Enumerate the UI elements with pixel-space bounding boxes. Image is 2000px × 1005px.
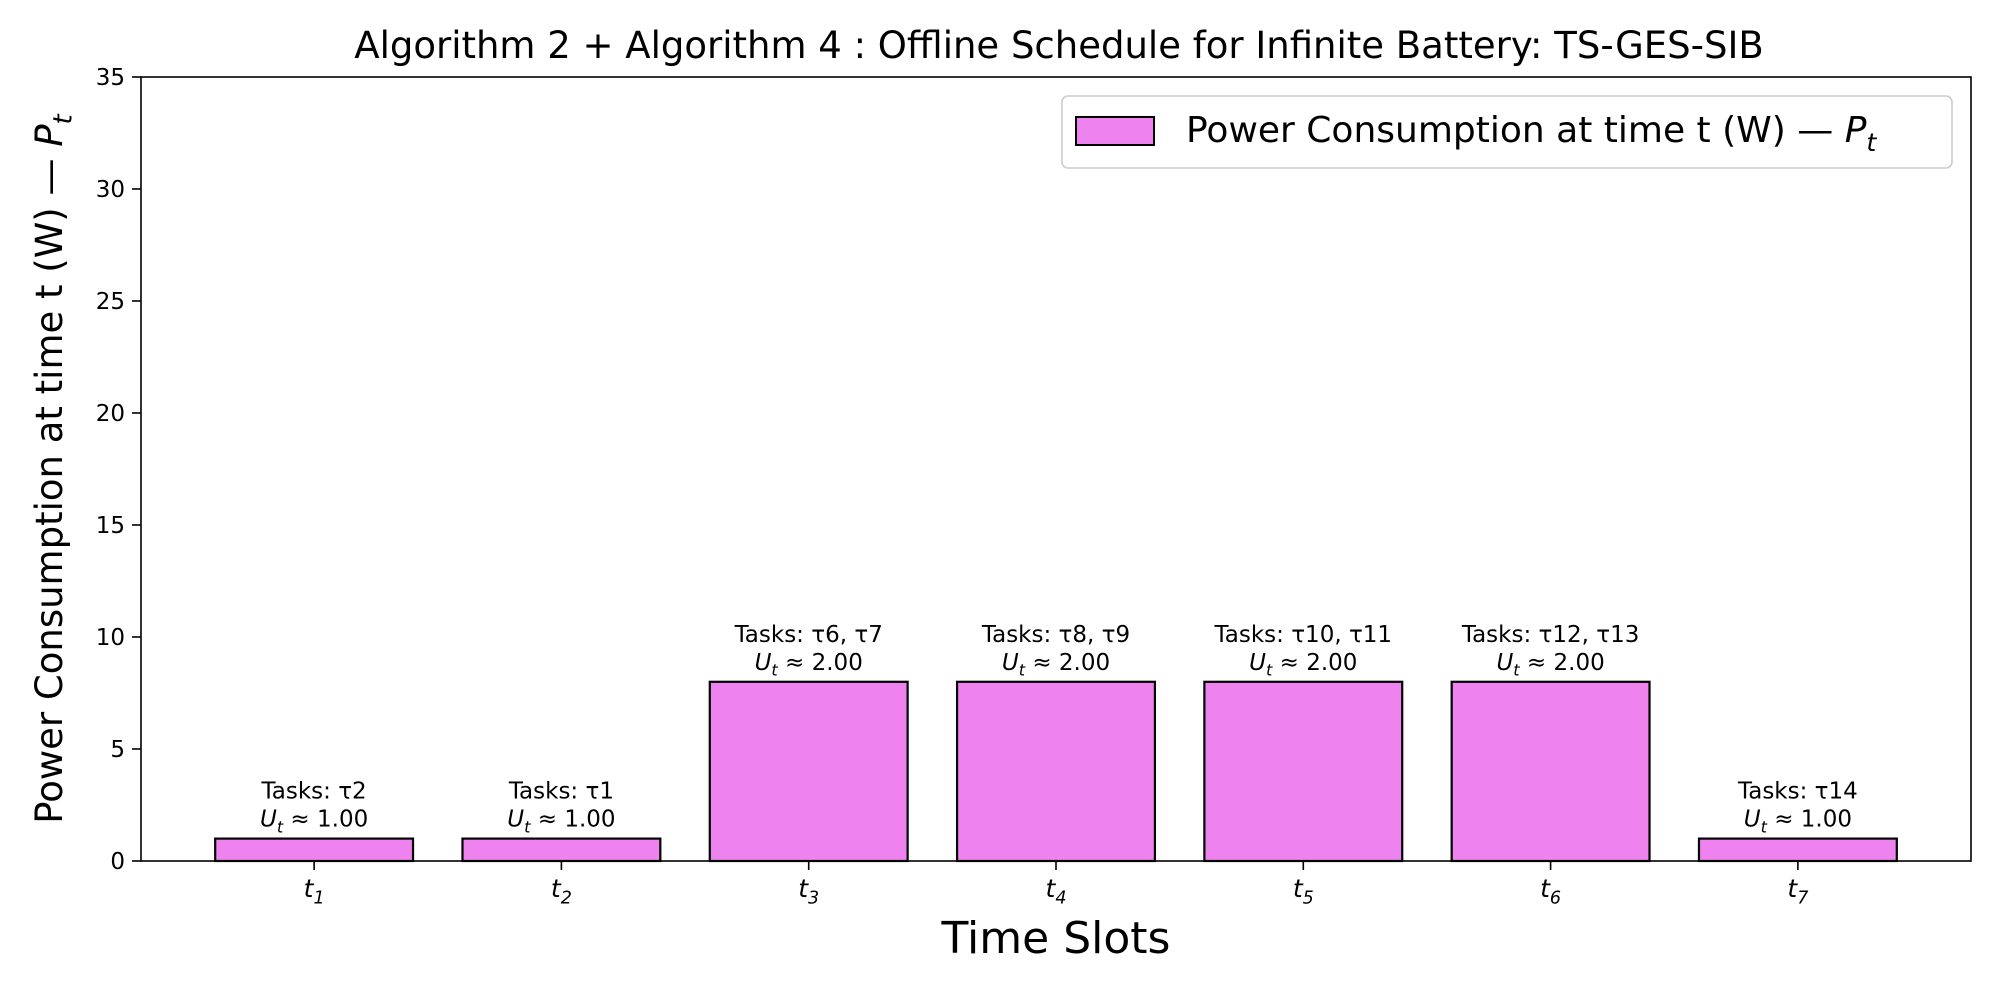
bar-annotation-tasks-6: Tasks: τ12, τ13 <box>1461 622 1640 648</box>
bar-annotation-util-6: Ut ≈ 2.00 <box>1496 650 1604 680</box>
bar-annotation-util-1: Ut ≈ 1.00 <box>260 807 368 837</box>
bar-annotation-util-5: Ut ≈ 2.00 <box>1249 650 1357 680</box>
bar-4 <box>955 680 1157 863</box>
y-tick-label: 25 <box>96 289 125 315</box>
x-axis-ticks: t1 t2 t3 t4 t5 t6 t7 <box>304 861 1808 908</box>
legend-label: Power Consumption at time t (W) — Pt <box>1186 110 1877 157</box>
legend-swatch <box>1075 116 1155 146</box>
x-tick-label-5: t5 <box>1293 874 1314 908</box>
y-tick-label: 5 <box>110 737 125 763</box>
bar-annotation-tasks-7: Tasks: τ14 <box>1737 779 1858 805</box>
y-tick-label: 30 <box>96 177 125 203</box>
x-tick-label-2: t2 <box>551 874 572 908</box>
bar-2 <box>461 837 662 863</box>
x-tick-label-6: t6 <box>1540 874 1561 908</box>
plot-area-frame <box>140 76 1972 862</box>
y-axis-label: Power Consumption at time t (W) — Pt <box>28 113 78 823</box>
x-tick-label-4: t4 <box>1046 874 1067 908</box>
y-axis-label-text: Power Consumption at time t (W) — Pt <box>28 113 78 823</box>
bar-annotation-tasks-1: Tasks: τ2 <box>261 779 367 805</box>
bar-annotation-util-2: Ut ≈ 1.00 <box>507 807 615 837</box>
bar-annotation-tasks-4: Tasks: τ8, τ9 <box>981 622 1130 648</box>
bar-1 <box>214 837 415 863</box>
legend-box <box>1061 95 1953 169</box>
chart-title: Algorithm 2 + Algorithm 4 : Offline Sche… <box>354 24 1763 67</box>
bar-5 <box>1203 680 1404 863</box>
y-tick-label: 10 <box>96 625 125 651</box>
bar-annotation-util-3: Ut ≈ 2.00 <box>755 650 863 680</box>
y-tick-label: 0 <box>110 849 125 875</box>
bar-annotation-tasks-3: Tasks: τ6, τ7 <box>734 622 883 648</box>
x-tick-label-3: t3 <box>798 874 819 908</box>
bar-annotation-tasks-5: Tasks: τ10, τ11 <box>1214 622 1393 648</box>
bar-annotation-util-4: Ut ≈ 2.00 <box>1002 650 1110 680</box>
y-axis-ticks: 0 5 10 15 20 25 30 35 <box>96 65 141 875</box>
bar-3 <box>708 680 909 863</box>
y-tick-label: 35 <box>96 65 125 91</box>
bar-annotation-util-7: Ut ≈ 1.00 <box>1744 807 1852 837</box>
y-tick-label: 15 <box>96 513 125 539</box>
bars-group <box>214 680 1898 863</box>
bar-6 <box>1450 680 1651 863</box>
x-tick-label-7: t7 <box>1787 874 1808 908</box>
bar-7 <box>1697 837 1898 863</box>
bar-annotation-tasks-2: Tasks: τ1 <box>508 779 614 805</box>
legend: Power Consumption at time t (W) — Pt <box>1061 95 1953 169</box>
x-axis-label: Time Slots <box>941 913 1171 964</box>
x-tick-label-1: t1 <box>304 874 325 908</box>
y-tick-label: 20 <box>96 401 125 427</box>
